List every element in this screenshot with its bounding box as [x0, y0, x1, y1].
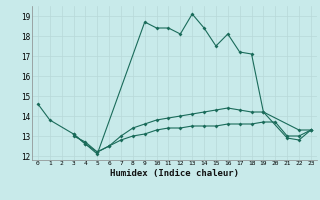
- X-axis label: Humidex (Indice chaleur): Humidex (Indice chaleur): [110, 169, 239, 178]
